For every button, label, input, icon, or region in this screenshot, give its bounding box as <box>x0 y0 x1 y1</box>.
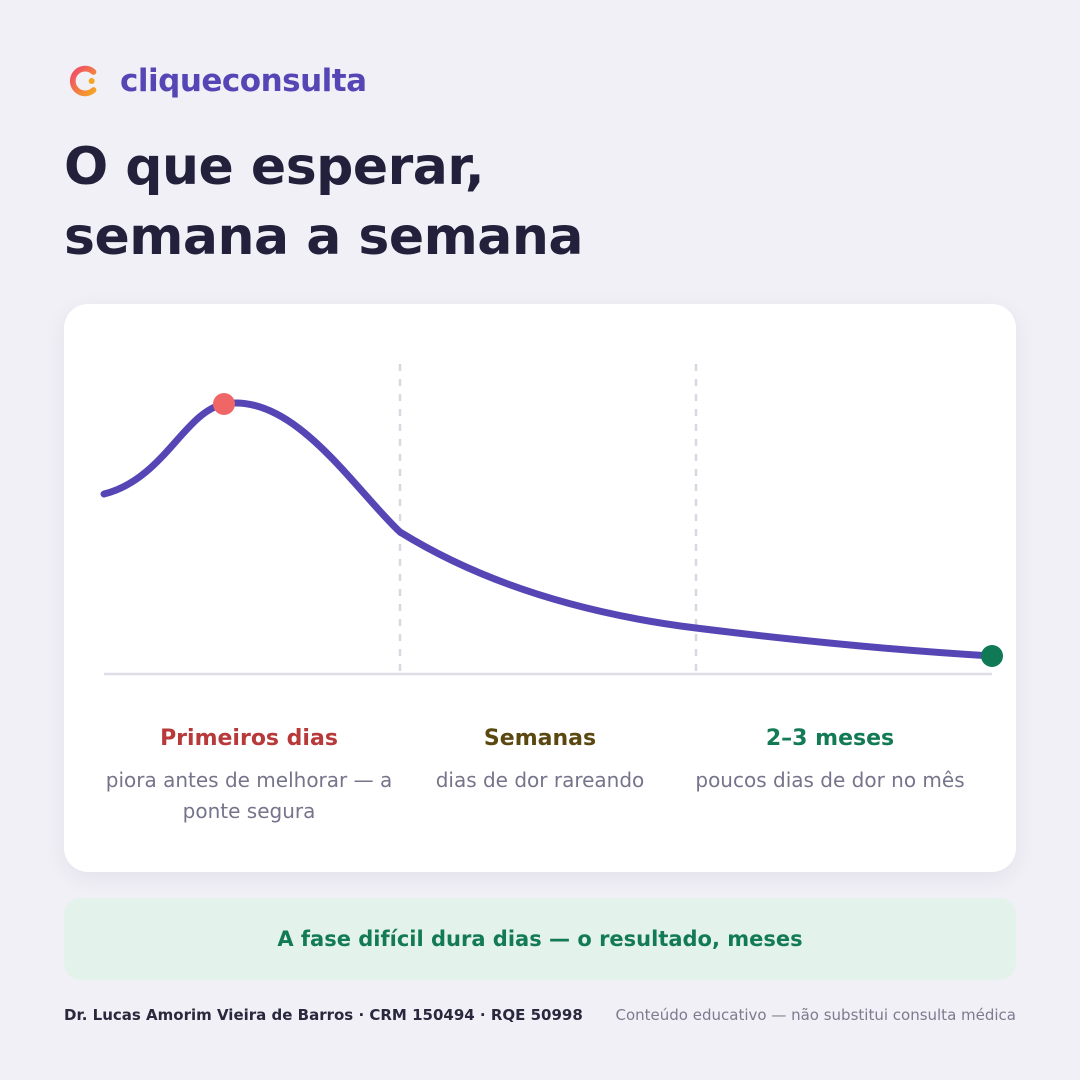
key-message-banner: A fase difícil dura dias — o resultado, … <box>64 898 1016 980</box>
author-credentials: Dr. Lucas Amorim Vieira de Barros · CRM … <box>64 1006 583 1024</box>
timeline-card: Primeiros dias piora antes de melhorar —… <box>64 304 1016 872</box>
brand: cliqueconsulta <box>66 62 367 100</box>
end-marker <box>981 645 1003 667</box>
recovery-curve-chart <box>100 364 1003 676</box>
recovery-curve-line <box>100 399 996 660</box>
phase-desc-months: poucos dias de dor no mês <box>695 768 965 792</box>
phase-title-early-days: Primeiros dias <box>160 726 338 751</box>
phase-desc-early-days: piora antes de melhorar — a ponte segura <box>105 768 393 823</box>
peak-marker <box>213 393 235 415</box>
footer: Dr. Lucas Amorim Vieira de Barros · CRM … <box>64 1006 1016 1030</box>
page-title-line-1: O que esperar, <box>64 137 485 197</box>
brand-name: cliqueconsulta <box>120 63 367 99</box>
page-title: O que esperar, semana a semana <box>64 132 584 272</box>
phase-title-months: 2–3 meses <box>765 726 895 751</box>
key-message-text: A fase difícil dura dias — o resultado, … <box>277 927 803 951</box>
phase-early-days: Primeiros dias piora antes de melhorar —… <box>99 726 399 827</box>
clique-c-logo-icon <box>69 65 97 97</box>
page-title-line-2: semana a semana <box>64 207 584 267</box>
phase-desc-weeks: dias de dor rareando <box>435 768 645 792</box>
phase-title-weeks: Semanas <box>483 726 597 751</box>
phase-months: 2–3 meses poucos dias de dor no mês <box>680 726 980 796</box>
phase-weeks: Semanas dias de dor rareando <box>390 726 690 796</box>
disclaimer: Conteúdo educativo — não substitui consu… <box>615 1006 1016 1024</box>
